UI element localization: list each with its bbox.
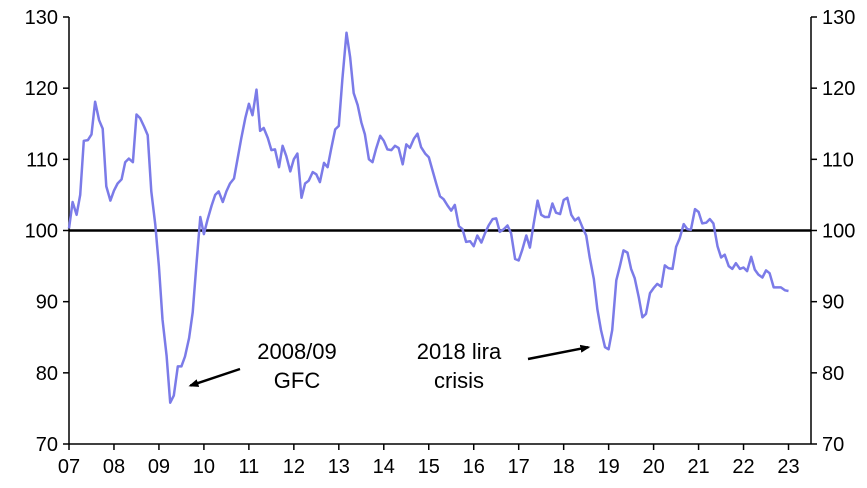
annotation-gfc: 2008/09 GFC <box>188 339 337 393</box>
y-tick-label-right: 110 <box>822 149 854 171</box>
y-axis-right: 70 80 90 100 110 120 130 <box>810 7 855 456</box>
y-tick-label-right: 70 <box>822 434 844 456</box>
x-tick-label: 18 <box>553 456 575 478</box>
y-tick-label-left: 110 <box>26 149 58 171</box>
annotation-lira: 2018 lira crisis <box>417 339 591 393</box>
annotation-gfc-line-1: 2008/09 <box>257 339 337 364</box>
x-tick-label: 14 <box>373 456 395 478</box>
x-tick-label: 10 <box>193 456 215 478</box>
annotation-gfc-line-2: GFC <box>274 368 321 393</box>
annotation-lira-line-1: 2018 lira <box>417 339 502 364</box>
y-tick-label-right: 130 <box>822 7 855 29</box>
y-tick-label-left: 120 <box>25 78 58 100</box>
y-tick-label-right: 120 <box>822 78 855 100</box>
x-tick-label: 08 <box>103 456 125 478</box>
x-tick-label: 07 <box>58 456 80 478</box>
y-tick-label-left: 80 <box>36 363 58 385</box>
y-tick-label-left: 100 <box>25 221 58 243</box>
x-tick-label: 21 <box>687 456 709 478</box>
y-tick-label-left: 70 <box>36 434 58 456</box>
annotation-lira-line-2: crisis <box>434 368 484 393</box>
series-line-0 <box>67 31 789 404</box>
y-tick-label-left: 90 <box>36 292 58 314</box>
x-tick-label: 20 <box>642 456 664 478</box>
annotation-gfc-arrow <box>188 367 241 387</box>
y-axis-left: 70 80 90 100 110 120 130 <box>25 7 70 456</box>
annotation-lira-arrow <box>527 344 591 361</box>
x-tick-label: 22 <box>732 456 754 478</box>
x-tick-label: 12 <box>283 456 305 478</box>
x-tick-label: 15 <box>418 456 440 478</box>
y-tick-label-right: 100 <box>822 221 855 243</box>
x-axis: 07 08 09 10 11 12 13 14 15 16 17 18 19 20 21 22 23 <box>58 443 811 478</box>
y-tick-label-right: 80 <box>822 363 844 385</box>
y-tick-label-left: 130 <box>25 7 58 29</box>
series-layer <box>67 31 789 404</box>
y-tick-label-right: 90 <box>822 292 844 314</box>
x-tick-label: 19 <box>598 456 620 478</box>
x-tick-label: 13 <box>328 456 350 478</box>
x-tick-label: 17 <box>508 456 530 478</box>
x-tick-label: 11 <box>238 456 259 478</box>
x-tick-label: 09 <box>148 456 170 478</box>
x-tick-label: 23 <box>777 456 799 478</box>
x-tick-label: 16 <box>463 456 485 478</box>
